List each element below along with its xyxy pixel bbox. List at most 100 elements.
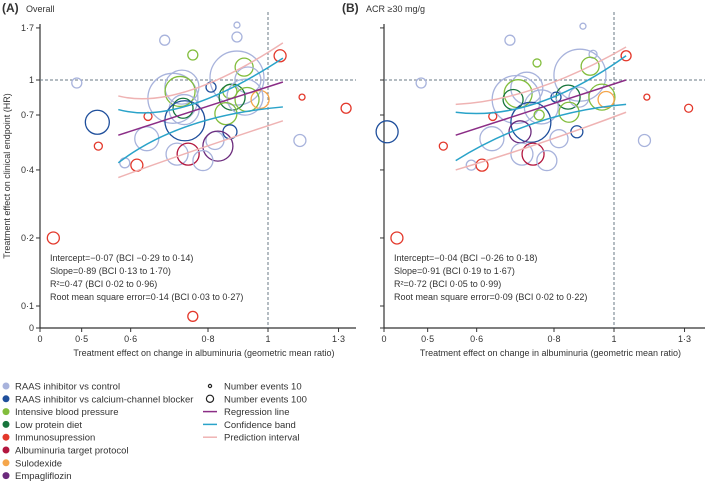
x-tick-label: 0·5 <box>75 334 88 344</box>
panel-title: ACR ≥30 mg/g <box>366 4 425 14</box>
bubble-imm <box>643 93 651 101</box>
legend-label: Albuminuria target protocol <box>15 446 129 457</box>
legend-swatch-rccb <box>2 395 10 403</box>
legend-swatch-ibp <box>2 408 10 416</box>
prediction-interval-lower <box>118 120 284 179</box>
x-tick-label: 0·6 <box>470 334 483 344</box>
x-axis-label: Treatment effect on change in albuminuri… <box>420 348 681 358</box>
bubble-imm <box>390 231 404 245</box>
confidence-band-upper <box>118 57 284 114</box>
bubble-ibp <box>588 83 616 111</box>
x-tick-label: 1 <box>611 334 616 344</box>
bubble-ibp <box>580 56 600 76</box>
bubble-imm <box>475 158 489 172</box>
legend-swatch-atp <box>2 446 10 454</box>
prediction-interval-upper <box>118 42 284 100</box>
x-tick-label: 0·8 <box>548 334 561 344</box>
bubble-atp <box>521 142 545 166</box>
bubble-lpd <box>172 97 194 119</box>
x-tick-label: 0·8 <box>202 334 215 344</box>
panel-title: Overall <box>26 4 55 14</box>
confidence-band-upper <box>455 55 627 115</box>
panel-a: (A) Overall 0 0·1 0·2 0·4 0·7 1 1·7 0 0·5 0·6 0·8 1 1·… <box>2 1 356 358</box>
stat-annotation: Root mean square error=0·09 (BCI 0·02 to… <box>394 292 587 302</box>
bubble-sul <box>250 89 270 110</box>
bubble-ibp <box>234 57 254 77</box>
bubble-rc <box>231 31 243 43</box>
legend-label: Intensive blood pressure <box>15 407 119 418</box>
bubble-rc <box>159 34 171 46</box>
y-tick-label: 1 <box>29 75 34 85</box>
y-tick-label: 0·4 <box>21 165 34 175</box>
legend-label: Confidence band <box>224 420 296 431</box>
panel-letter: (B) <box>342 1 359 15</box>
bubble-rccb <box>375 120 399 144</box>
legend-swatch-emp <box>2 472 10 480</box>
legend-label: Number events 10 <box>224 382 302 393</box>
regression-line <box>455 79 627 136</box>
stat-annotation: Slope=0·89 (BCI 0·13 to 1·70) <box>50 266 171 276</box>
confidence-band-lower <box>455 103 627 162</box>
stat-annotation: Intercept=−0·07 (BCI −0·29 to 0·14) <box>50 253 193 263</box>
prediction-interval-upper <box>455 46 627 106</box>
bubble-atp <box>176 142 200 166</box>
y-tick-label: 1·7 <box>21 23 34 33</box>
confidence-band-lower <box>117 106 283 164</box>
bubble-rc <box>536 149 558 172</box>
bubble-imm <box>93 141 103 151</box>
legend-swatch-sul <box>2 459 10 467</box>
bubble-rc <box>71 77 83 89</box>
x-tick-label: 1 <box>265 334 270 344</box>
bubble-rc <box>192 149 214 172</box>
bubble-rccb <box>510 101 552 143</box>
bubble-rc <box>549 129 569 149</box>
regression-line <box>118 81 284 136</box>
bubble-rc <box>119 157 131 169</box>
x-tick-label: 1·3 <box>332 334 345 344</box>
stat-annotation: Slope=0·91 (BCI 0·19 to 1·67) <box>394 266 515 276</box>
bubble-rc <box>415 77 427 89</box>
legend-swatch-imm <box>2 433 10 441</box>
bubble-imm <box>683 103 694 113</box>
bubble-rc <box>226 78 264 116</box>
y-tick-label: 0 <box>29 323 34 333</box>
bubble-rc <box>233 21 241 29</box>
legend-label: Regression line <box>224 407 289 418</box>
prediction-interval-lower <box>455 111 627 171</box>
bubble-rccb <box>84 109 110 135</box>
panel-b: (B) ACR ≥30 mg/g 0 0·5 0·6 0·8 1 1·3 Treatment e… <box>342 1 705 358</box>
bubble-ibp <box>164 75 196 108</box>
bubble-imm <box>273 49 287 63</box>
legend-label: Sulodexide <box>15 458 62 469</box>
bubble-rc <box>637 133 652 148</box>
bubble-emp <box>202 130 234 162</box>
x-tick-label: 0 <box>381 334 386 344</box>
x-tick-label: 0·6 <box>124 334 137 344</box>
bubble-imm <box>46 231 60 245</box>
legend-size-marker <box>207 383 213 389</box>
stat-annotation: Root mean square error=0·14 (BCI 0·03 to… <box>50 292 243 302</box>
bubble-imm <box>298 93 306 101</box>
bubble-imm <box>187 310 199 322</box>
panel-letter: (A) <box>2 1 19 15</box>
bubble-ibp <box>187 49 199 61</box>
legend-size-marker <box>205 394 215 403</box>
bubble-imm <box>438 141 448 151</box>
legend-label: Empagliflozin <box>15 471 72 482</box>
bubble-lpd <box>555 84 581 110</box>
bubble-rc <box>479 126 505 152</box>
bubble-rc <box>579 22 587 30</box>
y-axis-label: Treatment effect on clinical endpoint (H… <box>2 93 12 259</box>
legend-label: Immunosupression <box>15 433 95 444</box>
y-tick-label: 0·7 <box>21 110 34 120</box>
bubble-rc <box>504 34 516 46</box>
bubble-sul <box>597 90 615 109</box>
bubble-rc <box>510 142 534 166</box>
legend-label: Number events 100 <box>224 394 307 405</box>
x-tick-label: 1·3 <box>678 334 691 344</box>
bubble-ibp <box>532 58 542 68</box>
bubble-imm <box>340 102 352 114</box>
legend-label: RAAS inhibitor vs control <box>15 382 120 393</box>
